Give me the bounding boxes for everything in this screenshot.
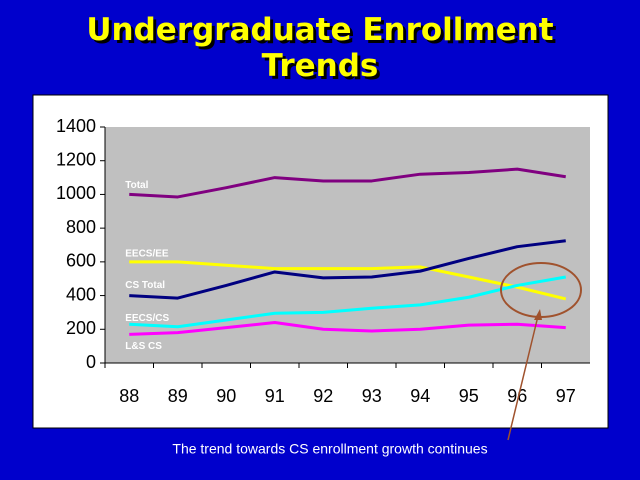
series-label: L&S CS <box>125 341 162 352</box>
x-tick-label: 88 <box>119 386 139 406</box>
y-tick-label: 400 <box>66 284 96 304</box>
annotation: The trend towards CS enrollment growth c… <box>172 441 487 457</box>
x-tick-label: 90 <box>216 386 236 406</box>
series-line <box>129 167 566 199</box>
slide-title: Trends <box>261 48 379 84</box>
series-label: EECS/CS <box>125 313 169 324</box>
y-tick-label: 1200 <box>56 149 96 169</box>
series-line <box>129 239 566 300</box>
y-tick-label: 200 <box>66 318 96 338</box>
slide-title: Undergraduate Enrollment <box>86 12 554 48</box>
x-tick-label: 96 <box>507 386 527 406</box>
series-line <box>129 321 566 336</box>
y-tick-label: 600 <box>66 251 96 271</box>
series-label: CS Total <box>125 280 165 291</box>
x-tick-label: 91 <box>265 386 285 406</box>
y-tick-label: 800 <box>66 217 96 237</box>
x-tick-label: 92 <box>313 386 333 406</box>
x-tick-label: 89 <box>168 386 188 406</box>
series-line <box>129 260 567 301</box>
y-tick-label: 1400 <box>56 116 96 136</box>
series-label: EECS/EE <box>125 248 169 259</box>
x-tick-label: 93 <box>362 386 382 406</box>
arrow-line <box>507 315 539 441</box>
y-tick-label: 1000 <box>56 183 96 203</box>
y-tick-label: 0 <box>86 352 96 372</box>
x-tick-label: 97 <box>556 386 576 406</box>
x-tick-label: 95 <box>459 386 479 406</box>
series-label: Total <box>125 180 148 191</box>
x-tick-label: 94 <box>410 386 430 406</box>
series-line <box>129 275 567 329</box>
arrow-head <box>534 309 542 320</box>
